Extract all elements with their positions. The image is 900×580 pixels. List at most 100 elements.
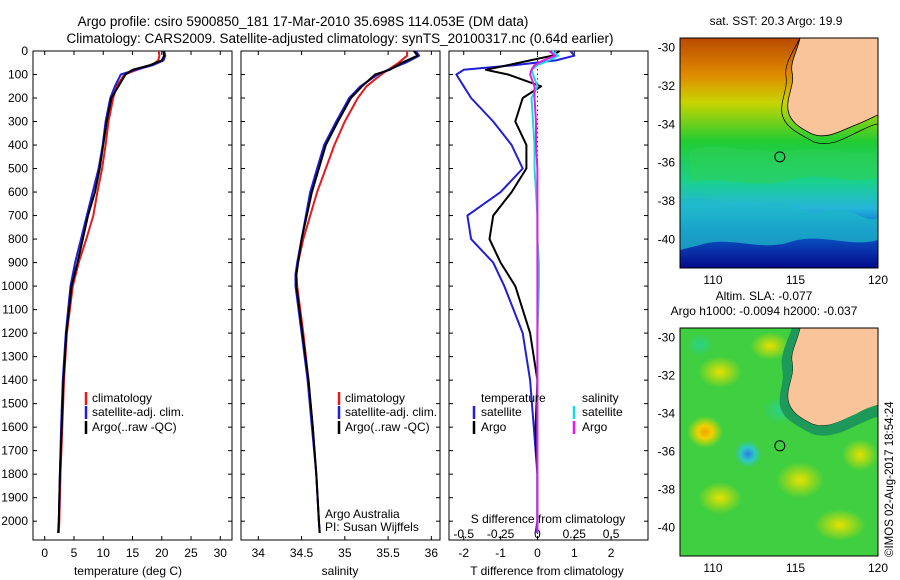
map-y-tick-label: -32 bbox=[658, 369, 676, 383]
sla-blob bbox=[842, 439, 878, 471]
map-y-tick-label: -40 bbox=[658, 521, 676, 535]
depth-tick-label: 1700 bbox=[1, 444, 28, 458]
sst-map-title: sat. SST: 20.3 Argo: 19.9 bbox=[710, 14, 843, 28]
legend-label-s-satellite: satellite bbox=[582, 405, 623, 419]
map-y-tick-label: -32 bbox=[658, 79, 676, 93]
depth-tick-label: 1200 bbox=[1, 326, 28, 340]
series-line-s-argo bbox=[529, 50, 557, 533]
map-y-tick-label: -36 bbox=[658, 445, 676, 459]
legend-label-climatology: climatology bbox=[92, 391, 152, 405]
x-tick-label: 2 bbox=[608, 546, 615, 560]
depth-tick-label: 1100 bbox=[2, 303, 28, 317]
sla-map-title-1: Altim. SLA: -0.077 bbox=[716, 289, 813, 303]
salinity-legend: climatology satellite-adj. clim. Argo(..… bbox=[337, 391, 437, 434]
sst-shelf-contour bbox=[781, 38, 878, 144]
depth-tick-label: 600 bbox=[8, 185, 28, 199]
x-tick-label: 1 bbox=[571, 546, 578, 560]
sla-blob bbox=[686, 333, 714, 357]
x-tick-label: 10 bbox=[97, 546, 111, 560]
x-tick-label: 15 bbox=[126, 546, 140, 560]
legend-label-argo: Argo(..raw -QC) bbox=[92, 420, 177, 434]
x-tick-label-top: 0.5 bbox=[603, 527, 620, 541]
title-line-1: Argo profile: csiro 5900850_181 17-Mar-2… bbox=[78, 14, 529, 29]
depth-tick-label: 0 bbox=[21, 44, 28, 58]
sla-map bbox=[680, 328, 878, 556]
x-tick-label-top: 0.25 bbox=[563, 527, 587, 541]
legend-label-climatology: climatology bbox=[345, 391, 405, 405]
x-tick-label: 35.5 bbox=[376, 546, 400, 560]
salinity-panel bbox=[240, 50, 441, 541]
depth-tick-label: 900 bbox=[8, 256, 28, 270]
map-y-tick-label: -30 bbox=[658, 331, 676, 345]
map-y-tick-label: -40 bbox=[658, 232, 676, 246]
series-line-t-satellite bbox=[455, 50, 576, 534]
sla-map-title-2: Argo h1000: -0.0094 h2000: -0.037 bbox=[671, 304, 858, 318]
map-y-tick-label: -34 bbox=[658, 407, 676, 421]
x-tick-label: 5 bbox=[71, 546, 78, 560]
sla-shelf-band bbox=[779, 328, 878, 436]
x-tick-label: -1 bbox=[495, 546, 506, 560]
temperature-legend: climatology satellite-adj. clim. Argo(..… bbox=[84, 391, 184, 434]
sla-blob bbox=[698, 482, 742, 514]
legend-title-temperature: temperature bbox=[481, 391, 546, 405]
difference-xlabel-top: S difference from climatology bbox=[471, 512, 626, 526]
depth-tick-label: 100 bbox=[8, 68, 28, 82]
map-x-tick-label: 110 bbox=[703, 273, 722, 287]
legend-label-s-argo: Argo bbox=[582, 420, 608, 434]
map-x-tick-label: 120 bbox=[868, 561, 888, 575]
sst-land bbox=[787, 38, 878, 137]
legend-label-t-argo: Argo bbox=[481, 420, 507, 434]
sla-blob bbox=[750, 332, 790, 360]
legend-label-satellite: satellite-adj. clim. bbox=[92, 405, 184, 419]
map-y-tick-label: -36 bbox=[658, 156, 676, 170]
legend-title-salinity: salinity bbox=[582, 391, 619, 405]
x-tick-label: 25 bbox=[184, 546, 198, 560]
depth-tick-label: 2000 bbox=[1, 514, 28, 528]
depth-tick-label: 1600 bbox=[1, 420, 28, 434]
difference-panel bbox=[448, 50, 649, 541]
depth-tick-label: 1000 bbox=[1, 279, 28, 293]
depth-tick-label: 700 bbox=[8, 209, 28, 223]
salinity-note-2: PI: Susan Wijffels bbox=[325, 520, 419, 534]
map-x-tick-label: 110 bbox=[703, 561, 722, 575]
x-tick-label: 0 bbox=[534, 546, 541, 560]
sst-warm-eddy bbox=[690, 146, 878, 184]
x-tick-label: 20 bbox=[155, 546, 169, 560]
map-x-tick-label: 120 bbox=[868, 273, 888, 287]
depth-tick-label: 500 bbox=[8, 162, 28, 176]
depth-tick-label: 1500 bbox=[1, 397, 28, 411]
x-tick-label: 34.5 bbox=[290, 546, 314, 560]
map-y-tick-label: -34 bbox=[658, 117, 676, 131]
depth-tick-label: 1900 bbox=[1, 491, 28, 505]
map-y-tick-label: -30 bbox=[658, 41, 676, 55]
sla-blob bbox=[687, 416, 723, 448]
sst-map bbox=[680, 38, 878, 268]
x-tick-label-top: -0.25 bbox=[487, 527, 515, 541]
difference-xlabel: T difference from climatology bbox=[470, 564, 624, 578]
series-line-argo bbox=[295, 50, 419, 533]
depth-tick-label: 300 bbox=[8, 115, 28, 129]
temperature-xlabel: temperature (deg C) bbox=[74, 564, 182, 578]
legend-label-t-satellite: satellite bbox=[481, 405, 522, 419]
sla-blob bbox=[814, 509, 866, 541]
x-tick-label: 34 bbox=[252, 546, 266, 560]
sla-blob bbox=[698, 356, 742, 388]
imos-credit: ©IMOS 02-Aug-2017 18:54:24 bbox=[884, 401, 896, 557]
map-x-tick-label: 115 bbox=[786, 273, 805, 287]
legend-label-satellite: satellite-adj. clim. bbox=[345, 405, 437, 419]
map-y-tick-label: -38 bbox=[658, 194, 676, 208]
depth-tick-label: 800 bbox=[8, 232, 28, 246]
depth-tick-label: 1300 bbox=[1, 350, 28, 364]
x-tick-label: 36 bbox=[425, 546, 439, 560]
title-line-2: Climatology: CARS2009. Satellite-adjuste… bbox=[66, 31, 613, 46]
salinity-note-1: Argo Australia bbox=[325, 507, 400, 521]
sla-map-frame bbox=[679, 327, 879, 557]
x-tick-label-top: -0.5 bbox=[453, 527, 474, 541]
depth-tick-label: 1400 bbox=[1, 373, 28, 387]
sst-argo-marker bbox=[774, 151, 786, 163]
sst-eddy-band bbox=[680, 197, 878, 250]
x-tick-label: 35 bbox=[338, 546, 352, 560]
x-tick-label: 30 bbox=[214, 546, 228, 560]
sla-blob bbox=[776, 462, 824, 498]
